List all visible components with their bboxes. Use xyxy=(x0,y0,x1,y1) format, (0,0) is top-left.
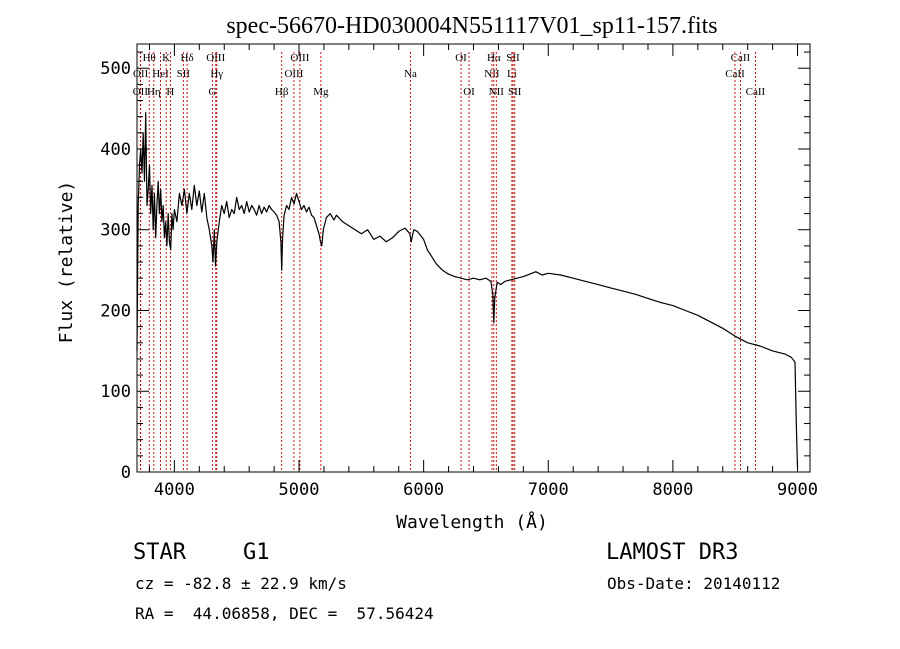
spectral-line-label: K xyxy=(162,52,170,64)
spectral-line-label: Hδ xyxy=(181,52,194,64)
spectral-line-label: CaII xyxy=(746,86,766,98)
spectral-line-label: OIII xyxy=(284,68,303,80)
survey-name: LAMOST DR3 xyxy=(606,540,739,565)
object-subclass: G1 xyxy=(243,540,270,565)
object-class: STAR xyxy=(133,540,186,565)
y-tick-label: 0 xyxy=(121,463,131,483)
spectral-line-label: HeI xyxy=(152,68,169,80)
redshift-value: cz = -82.8 ± 22.9 km/s xyxy=(135,574,347,593)
y-tick-label: 500 xyxy=(100,59,131,79)
y-tick-label: 300 xyxy=(100,221,131,241)
x-tick-label: 7000 xyxy=(528,480,569,500)
x-tick-label: 5000 xyxy=(279,480,320,500)
plot-area: OIIOIIHθHηHeIKHSIIHδGOIIIHγHβOIIIOIIIMgN… xyxy=(100,43,818,500)
coordinates: RA = 44.06858, DEC = 57.56424 xyxy=(135,604,434,623)
spectral-line-label: CaII xyxy=(725,68,745,80)
spectral-line-label: NII xyxy=(484,68,500,80)
x-axis-label: Wavelength (Å) xyxy=(396,511,548,533)
x-tick-label: 4000 xyxy=(154,480,195,500)
spectral-line-label: SII xyxy=(506,52,520,64)
x-tick-label: 8000 xyxy=(652,480,693,500)
spectral-line-label: OIII xyxy=(206,52,225,64)
chart-title: spec-56670-HD030004N551117V01_sp11-157.f… xyxy=(226,13,717,39)
y-tick-label: 100 xyxy=(100,382,131,402)
spectral-line-label: OI xyxy=(455,52,467,64)
spectral-line-label: Li xyxy=(507,68,517,80)
spectral-line-label: Hθ xyxy=(143,52,156,64)
spectral-line-label: G xyxy=(208,86,216,98)
y-tick-label: 400 xyxy=(100,140,131,160)
spectrum-line xyxy=(136,111,799,469)
spectral-line-label: SII xyxy=(508,86,522,98)
y-axis-label: Flux (relative) xyxy=(56,181,77,344)
x-tick-label: 6000 xyxy=(403,480,444,500)
x-tick-label: 9000 xyxy=(777,480,818,500)
plot-frame xyxy=(136,43,811,473)
spectral-line-label: Hγ xyxy=(210,68,223,80)
spectral-line-label: OIII xyxy=(290,52,309,64)
spectral-line-label: OI xyxy=(463,86,475,98)
spectral-line-label: Hα xyxy=(487,52,501,64)
spectral-line-label: Na xyxy=(404,68,417,80)
spectral-line-label: OII xyxy=(133,68,149,80)
spectral-line-label: SII xyxy=(177,68,191,80)
spectral-line-label: Mg xyxy=(313,86,329,98)
spectral-line-label: CaII xyxy=(731,52,751,64)
observation-date: Obs-Date: 20140112 xyxy=(607,574,781,593)
y-tick-label: 200 xyxy=(100,301,131,321)
spectral-line-label: H xyxy=(166,86,174,98)
spectral-line-label: Hη xyxy=(147,86,161,98)
spectral-line-label: NII xyxy=(489,86,505,98)
spectral-line-label: Hβ xyxy=(275,86,289,98)
